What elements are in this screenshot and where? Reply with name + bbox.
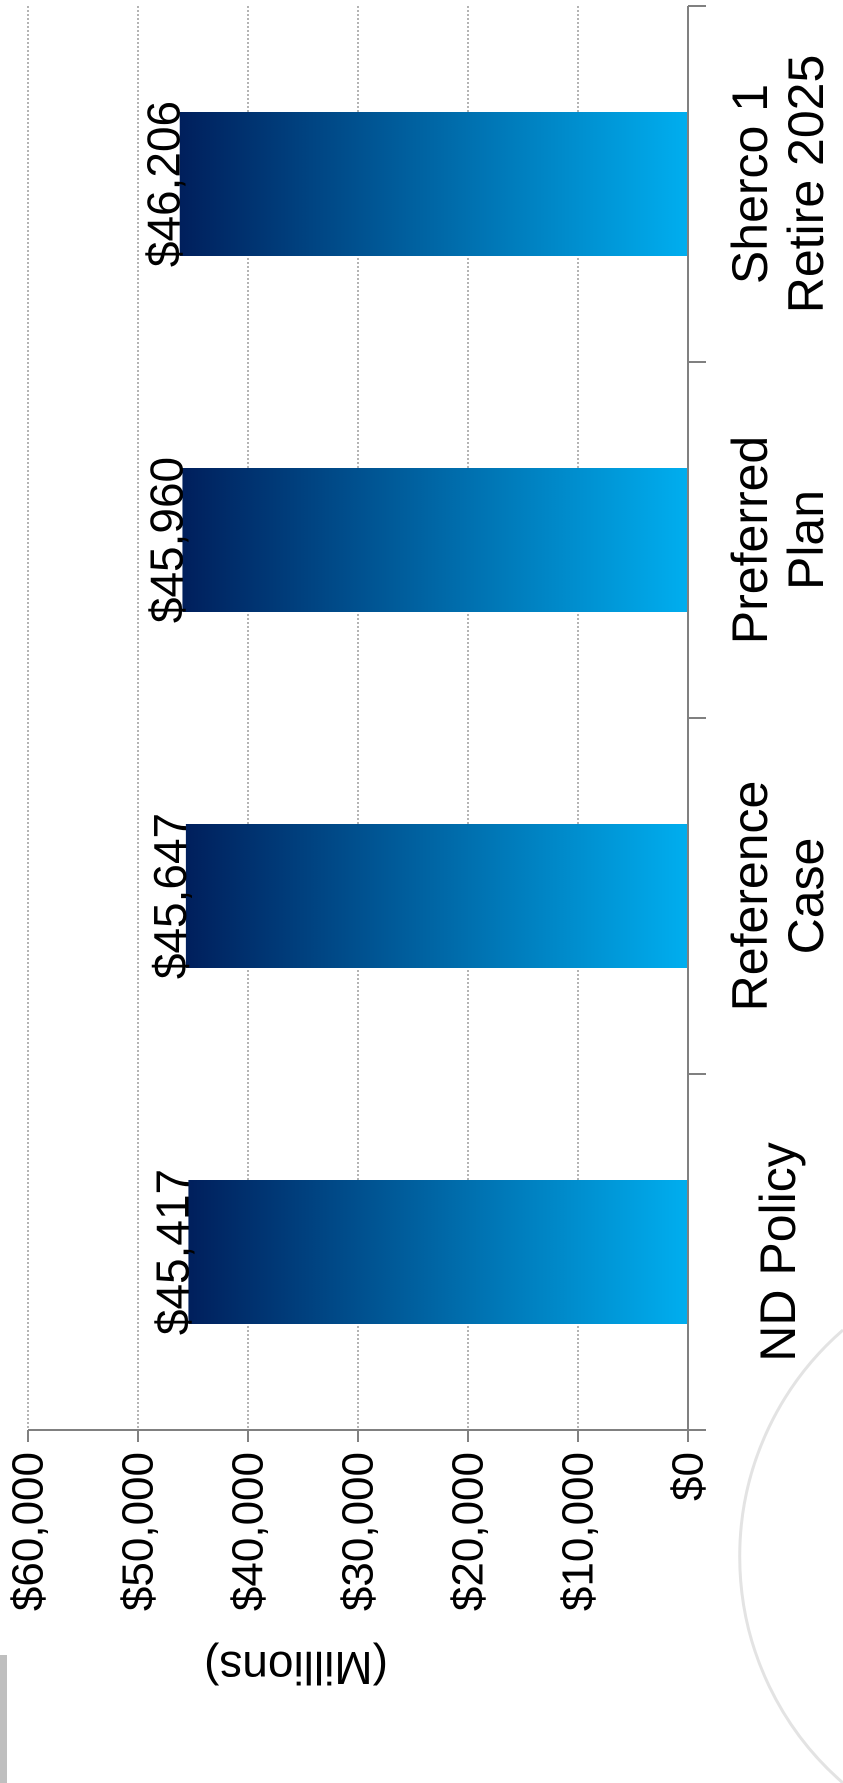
- left-edge-strip: [0, 1655, 7, 1783]
- category-label-line: Preferred: [722, 436, 778, 644]
- value-tick-label: $10,000: [554, 1452, 603, 1611]
- bar: [179, 112, 688, 256]
- decorative-arc: [738, 1328, 843, 1783]
- value-axis-ticks: $0 $10,000 $20,000 $30,000 $40,000 $50,000 $60…: [4, 1452, 713, 1611]
- data-label: $45,960: [140, 457, 192, 623]
- bar: [182, 468, 688, 612]
- axes: [27, 5, 706, 1442]
- category-label: ReferenceCase: [722, 781, 834, 1012]
- bar: [188, 1180, 688, 1324]
- data-label: $45,417: [146, 1169, 198, 1335]
- category-label-line: Plan: [778, 490, 834, 590]
- value-tick-label: $30,000: [334, 1452, 383, 1611]
- category-label: PreferredPlan: [722, 436, 834, 644]
- data-labels: $45,417 $45,647 $45,960 $46,206: [138, 101, 199, 1335]
- data-label: $46,206: [138, 101, 190, 267]
- value-tick-label: $20,000: [444, 1452, 493, 1611]
- category-label-line: Reference: [722, 781, 778, 1012]
- value-tick-label: $60,000: [4, 1452, 53, 1611]
- category-labels: ND Policy ReferenceCase PreferredPlan Sherc…: [722, 55, 834, 1362]
- category-label-line: Sherco 1: [722, 84, 778, 284]
- value-tick-label: $50,000: [114, 1452, 163, 1611]
- background-decoration: [0, 1328, 843, 1783]
- value-tick-label: $0: [664, 1452, 713, 1501]
- value-tick-label: $40,000: [224, 1452, 273, 1611]
- bars: [179, 112, 688, 1324]
- data-label: $45,647: [144, 813, 196, 979]
- category-label-line: Case: [778, 838, 834, 955]
- bar: [185, 824, 688, 968]
- category-label-line: Retire 2025: [778, 55, 834, 314]
- category-label: ND Policy: [750, 1142, 806, 1361]
- category-label: Sherco 1Retire 2025: [722, 55, 834, 314]
- axis-title: (Millions): [204, 1642, 388, 1694]
- value-axis-title: (Millions): [204, 1642, 388, 1694]
- category-label-line: ND Policy: [750, 1142, 806, 1361]
